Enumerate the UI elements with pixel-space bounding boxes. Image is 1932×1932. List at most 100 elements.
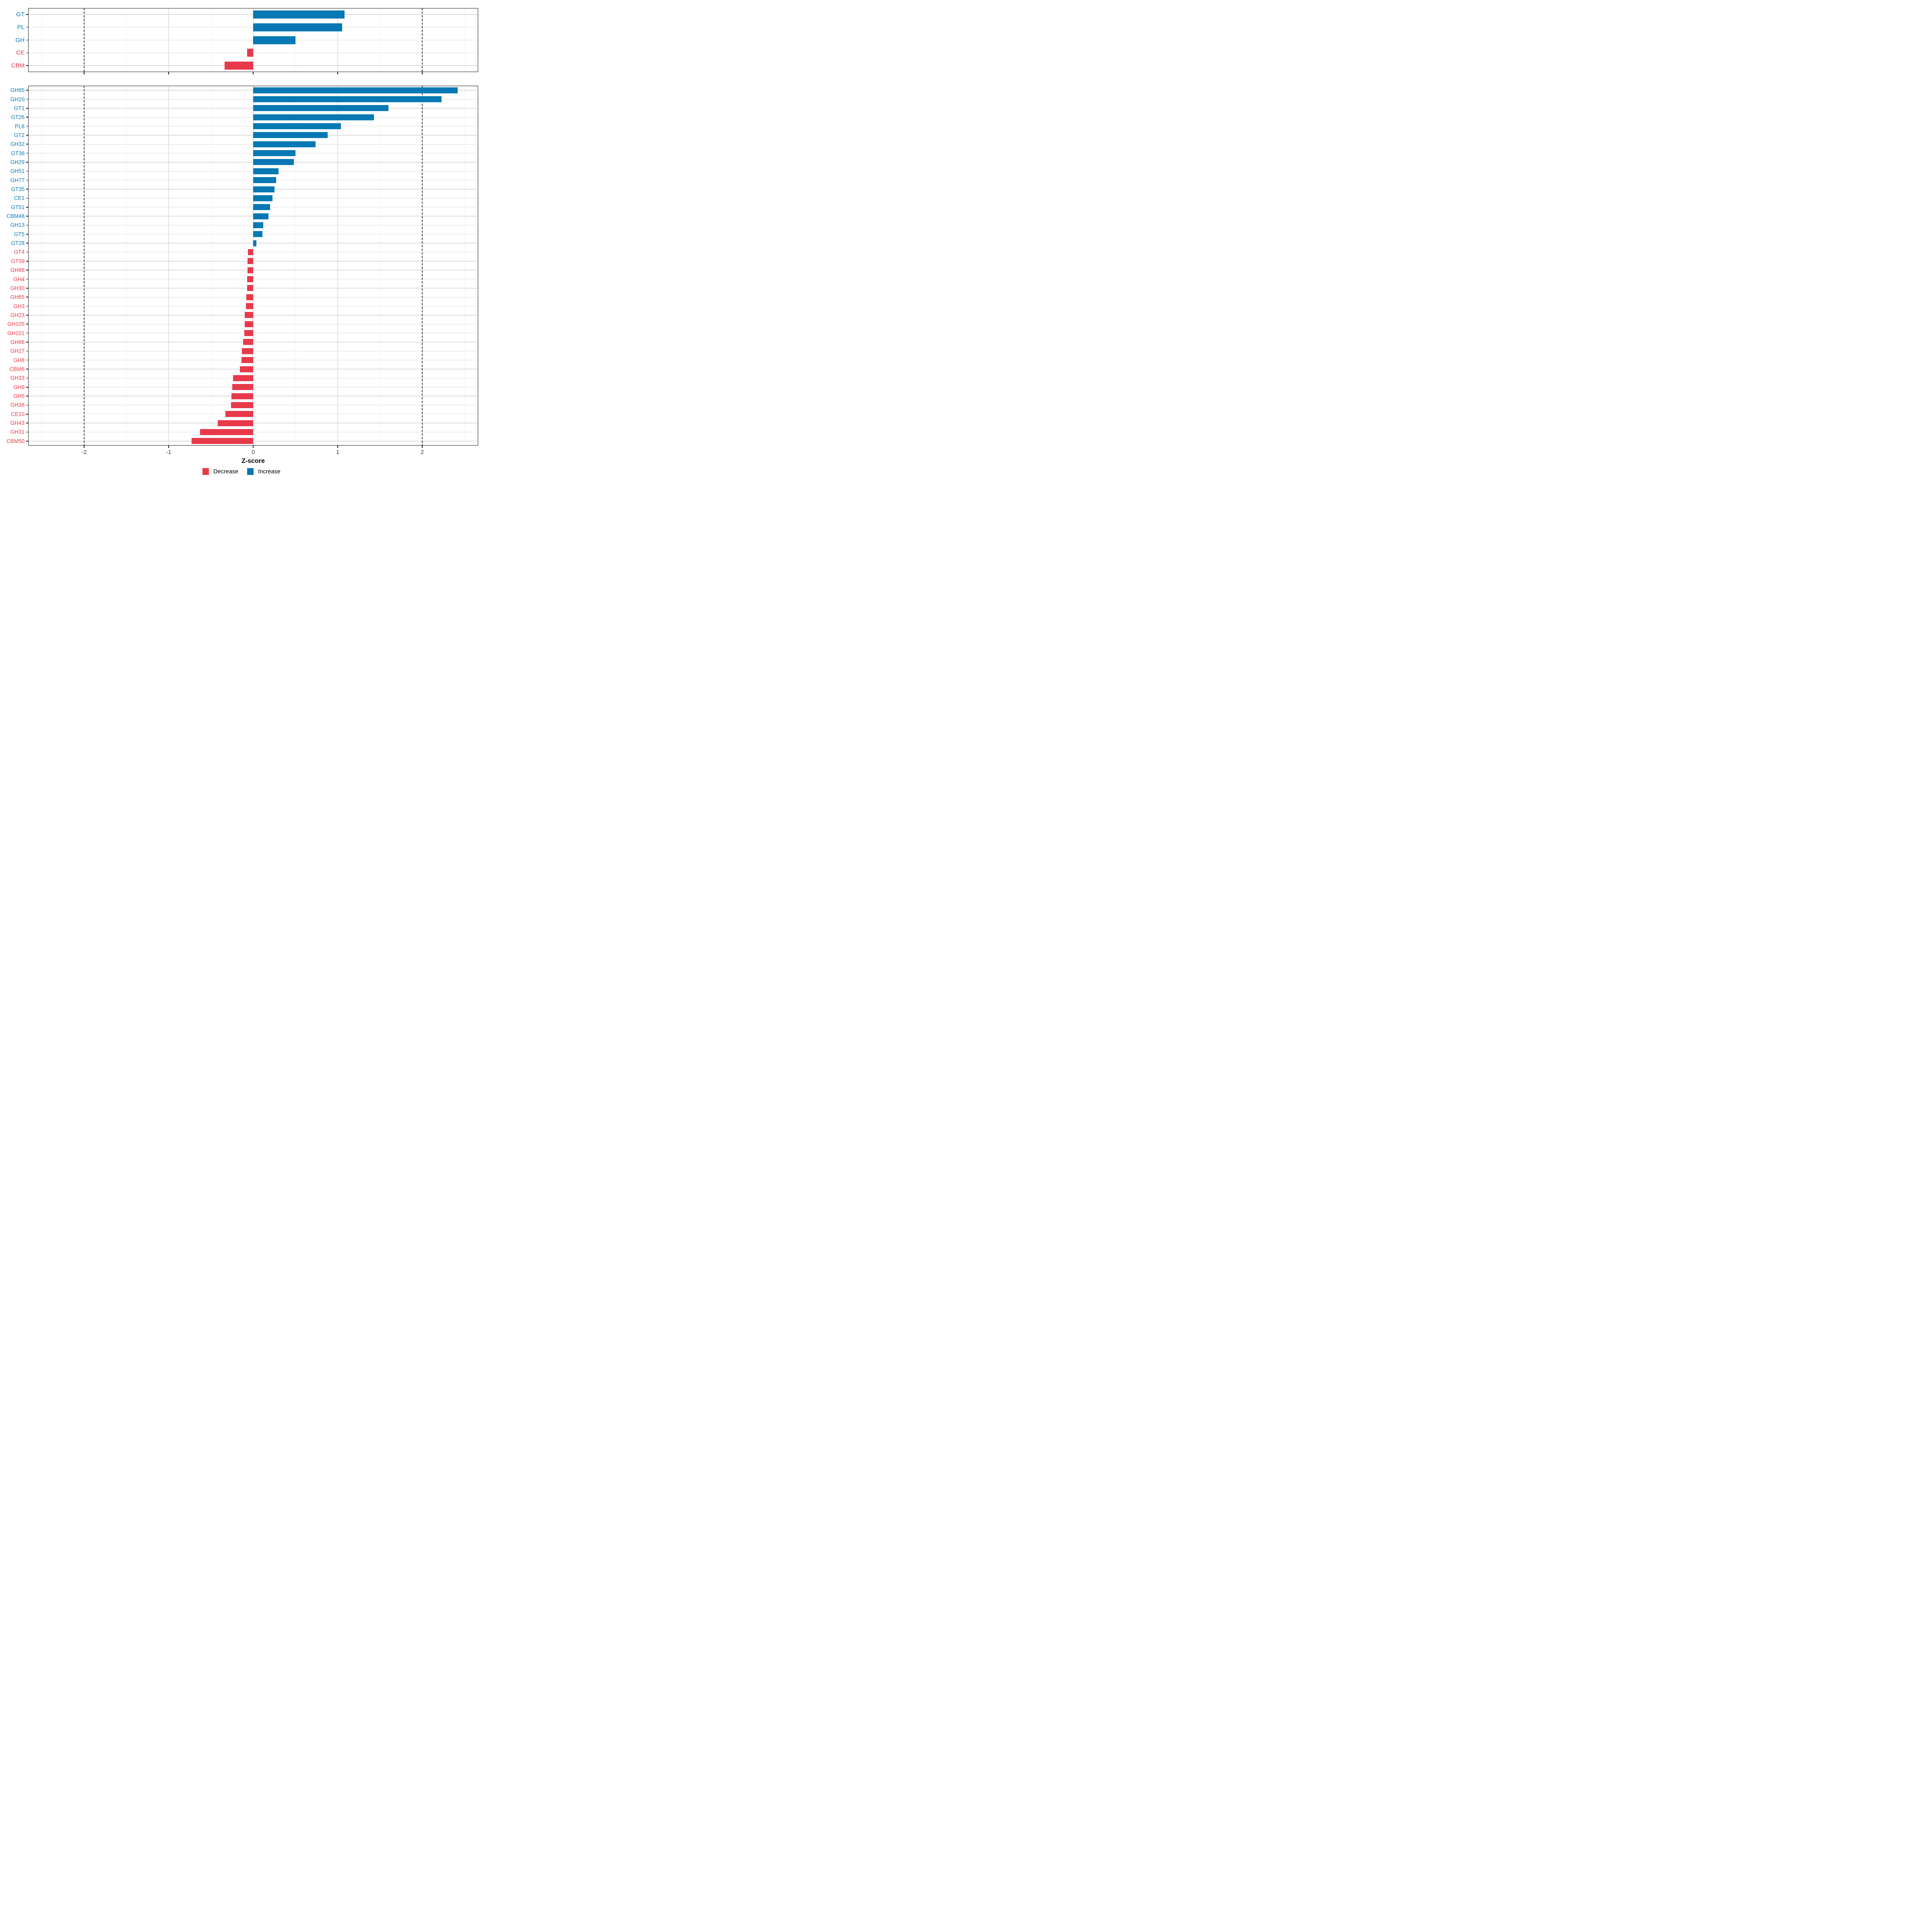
y-tick <box>26 431 28 433</box>
y-label-GH8: GH8 <box>13 357 25 363</box>
bar-GT28 <box>253 240 257 246</box>
bar-GT <box>253 10 345 19</box>
bar-GT39 <box>248 258 253 264</box>
y-label-GT51: GT51 <box>11 204 25 210</box>
bar-GH101 <box>244 330 253 336</box>
y-tick <box>26 27 28 28</box>
minor-gridline <box>126 8 127 72</box>
bar-GT35 <box>253 186 275 192</box>
y-label-GH30: GH30 <box>10 285 25 291</box>
major-gridline <box>168 86 169 446</box>
bar-GH38 <box>231 402 253 408</box>
y-label-GH38: GH38 <box>10 402 25 408</box>
y-label-GH77: GH77 <box>10 177 25 183</box>
y-tick <box>26 206 28 208</box>
y-tick <box>26 162 28 163</box>
bar-CBM48 <box>253 213 268 219</box>
bar-GH27 <box>242 348 253 354</box>
bar-GH4 <box>247 276 253 283</box>
y-tick <box>26 180 28 181</box>
x-tick-label: -2 <box>81 449 87 456</box>
y-tick <box>26 216 28 217</box>
y-tick <box>26 108 28 109</box>
y-label-PL: PL <box>17 24 25 31</box>
y-label-GH13: GH13 <box>10 222 25 228</box>
y-tick <box>26 405 28 406</box>
y-label-GH3: GH3 <box>13 303 25 309</box>
bar-GH5 <box>231 393 253 399</box>
y-label-GT2: GT2 <box>14 132 25 138</box>
y-label-GH105: GH105 <box>7 321 25 327</box>
y-label-GT39: GT39 <box>11 258 25 264</box>
bar-GT2 <box>253 132 328 138</box>
y-label-GH20: GH20 <box>10 96 25 102</box>
y-label-GT26: GT26 <box>11 114 25 120</box>
y-label-GT4: GT4 <box>14 249 25 255</box>
y-label-GT35: GT35 <box>11 186 25 192</box>
y-label-GH101: GH101 <box>7 330 25 336</box>
y-tick <box>26 288 28 289</box>
bar-GH65 <box>246 294 253 300</box>
bar-GT1 <box>253 105 388 111</box>
y-tick <box>26 135 28 136</box>
legend-label-increase: Increase <box>258 468 281 475</box>
y-tick <box>26 441 28 442</box>
y-tick <box>26 14 28 15</box>
y-tick <box>26 99 28 100</box>
y-tick <box>26 413 28 415</box>
bar-GH20 <box>253 96 442 103</box>
y-label-GT28: GT28 <box>11 240 25 246</box>
x-tick <box>168 446 169 448</box>
bar-GH77 <box>253 177 276 184</box>
y-label-GH33: GH33 <box>10 375 25 381</box>
bar-CE <box>247 49 253 57</box>
y-tick <box>26 315 28 316</box>
x-tick <box>337 446 338 448</box>
y-label-CBM6: CBM6 <box>9 366 25 372</box>
y-tick <box>26 171 28 172</box>
y-tick <box>26 342 28 343</box>
y-tick <box>26 386 28 388</box>
major-gridline <box>337 8 338 72</box>
bar-CE1 <box>253 195 273 201</box>
x-tick-label: 2 <box>420 449 424 456</box>
legend-swatch-decrease-icon <box>202 468 209 475</box>
bar-CE10 <box>225 411 253 417</box>
bar-GT4 <box>248 249 253 255</box>
y-label-GT5: GT5 <box>14 231 25 237</box>
x-tick <box>422 446 423 448</box>
y-label-GH27: GH27 <box>10 348 25 354</box>
y-label-GT: GT <box>16 11 25 18</box>
dashed-reference-line <box>422 86 423 446</box>
bar-GH3 <box>246 303 253 310</box>
x-tick <box>253 446 254 448</box>
bar-GT51 <box>253 204 270 211</box>
bar-GH95 <box>253 87 458 93</box>
x-tick-label: -1 <box>166 449 171 456</box>
x-tick <box>168 72 169 74</box>
bar-GH66 <box>243 339 253 345</box>
minor-gridline <box>295 8 296 72</box>
y-label-CBM48: CBM48 <box>6 213 25 219</box>
bar-CBM6 <box>240 366 253 372</box>
y-label-GH4: GH4 <box>13 276 25 282</box>
legend-swatch-increase-icon <box>247 468 254 475</box>
y-tick <box>26 305 28 307</box>
y-tick <box>26 332 28 334</box>
bar-PL <box>253 23 342 31</box>
y-label-CBM50: CBM50 <box>6 438 25 444</box>
y-label-GH51: GH51 <box>10 168 25 174</box>
y-label-GH: GH <box>15 37 25 43</box>
y-tick <box>26 351 28 352</box>
x-tick-label: 1 <box>336 449 340 456</box>
y-tick <box>26 243 28 244</box>
y-tick <box>26 378 28 379</box>
bar-PL8 <box>253 123 341 130</box>
dashed-reference-line <box>84 8 85 72</box>
bar-GH9 <box>232 384 253 390</box>
bar-GH32 <box>253 141 316 147</box>
bar-GH13 <box>253 222 264 228</box>
y-tick <box>26 233 28 235</box>
x-tick <box>422 72 423 74</box>
y-label-GH32: GH32 <box>10 141 25 147</box>
